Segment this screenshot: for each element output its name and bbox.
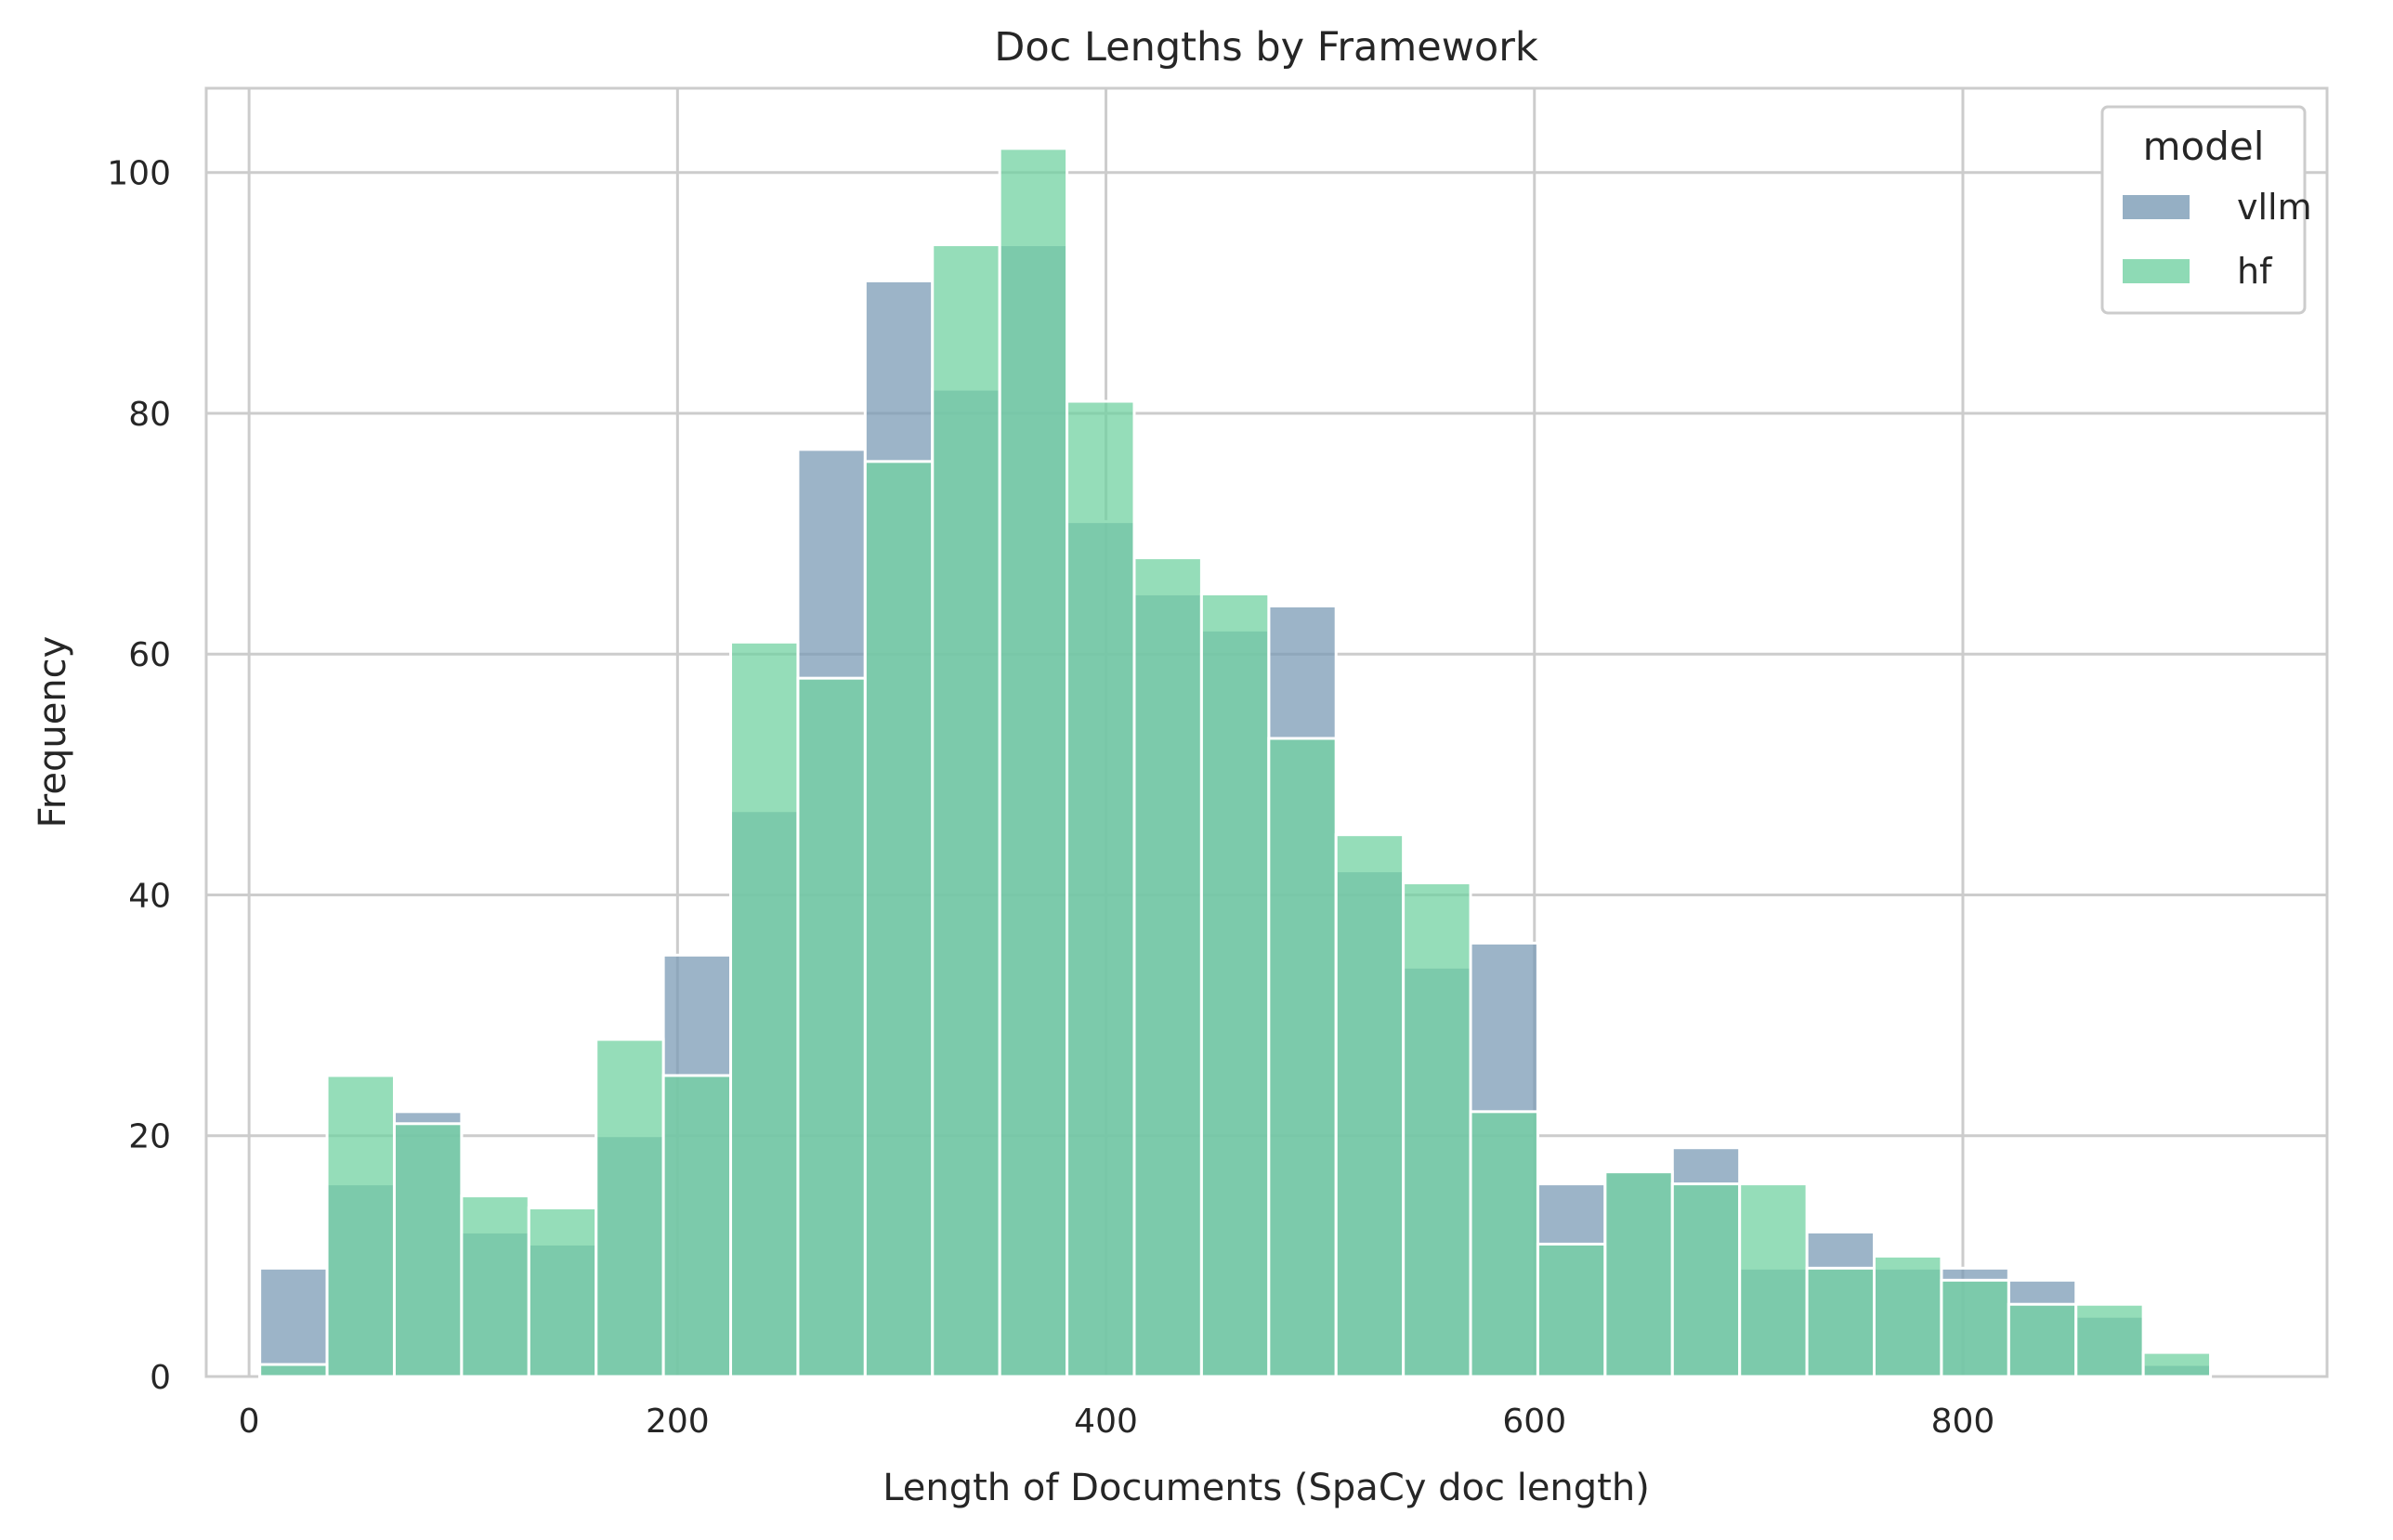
bar-hf	[1536, 1242, 1607, 1378]
legend-title: model	[2143, 124, 2265, 169]
y-tick-label: 100	[107, 155, 171, 193]
x-tick-label: 600	[1502, 1403, 1566, 1441]
bar-hf	[595, 1038, 665, 1378]
bar-vllm	[258, 1266, 329, 1378]
bar-hf	[1469, 1110, 1539, 1378]
bar-hf	[258, 1363, 329, 1378]
legend-swatch-hf	[2123, 259, 2190, 283]
bar-hf	[527, 1207, 598, 1378]
bar-hf	[325, 1074, 396, 1378]
bar-hf	[1402, 881, 1472, 1378]
bar-hf	[1199, 592, 1271, 1378]
bar-hf	[998, 147, 1069, 1378]
bar-hf	[1805, 1266, 1876, 1378]
bar-hf	[796, 676, 867, 1378]
bar-hf	[1603, 1170, 1674, 1378]
bars	[258, 147, 2213, 1378]
bar-hf	[863, 460, 935, 1378]
bar-hf	[1267, 737, 1338, 1378]
bar-hf	[392, 1122, 464, 1378]
bar-hf	[1066, 399, 1136, 1378]
legend: model vllm hf	[2100, 105, 2312, 315]
bar-hf	[931, 243, 1001, 1378]
legend-label-vllm: vllm	[2237, 187, 2312, 228]
bar-hf	[1132, 556, 1203, 1378]
bar-hf	[1872, 1254, 1943, 1378]
y-tick-labels: 0 20 40 60 80 100	[107, 155, 171, 1397]
bar-hf	[2007, 1302, 2078, 1378]
bar-hf	[1334, 833, 1406, 1378]
legend-swatch-vllm	[2123, 195, 2190, 219]
bar-hf	[1738, 1182, 1809, 1378]
bar-hf	[1940, 1278, 2010, 1378]
x-tick-label: 400	[1074, 1403, 1138, 1441]
x-tick-label: 0	[239, 1403, 260, 1441]
legend-label-hf: hf	[2237, 251, 2273, 292]
bar-hf	[1670, 1182, 1742, 1378]
x-axis-label: Length of Documents (SpaCy doc length)	[883, 1467, 1650, 1509]
y-axis-label: Frequency	[32, 636, 74, 829]
y-tick-label: 80	[128, 396, 171, 434]
chart-title: Doc Lengths by Framework	[994, 24, 1538, 71]
bar-hf	[2141, 1351, 2213, 1378]
bar-hf	[460, 1194, 530, 1378]
x-tick-labels: 0 200 400 600 800	[239, 1403, 1995, 1441]
y-tick-label: 20	[128, 1118, 171, 1156]
y-tick-label: 60	[128, 636, 171, 674]
x-tick-label: 200	[646, 1403, 710, 1441]
y-tick-label: 40	[128, 877, 171, 915]
x-tick-label: 800	[1931, 1403, 1995, 1441]
y-tick-label: 0	[150, 1359, 171, 1397]
bar-hf	[729, 640, 800, 1378]
bar-hf	[661, 1074, 733, 1378]
bar-hf	[2074, 1302, 2145, 1378]
